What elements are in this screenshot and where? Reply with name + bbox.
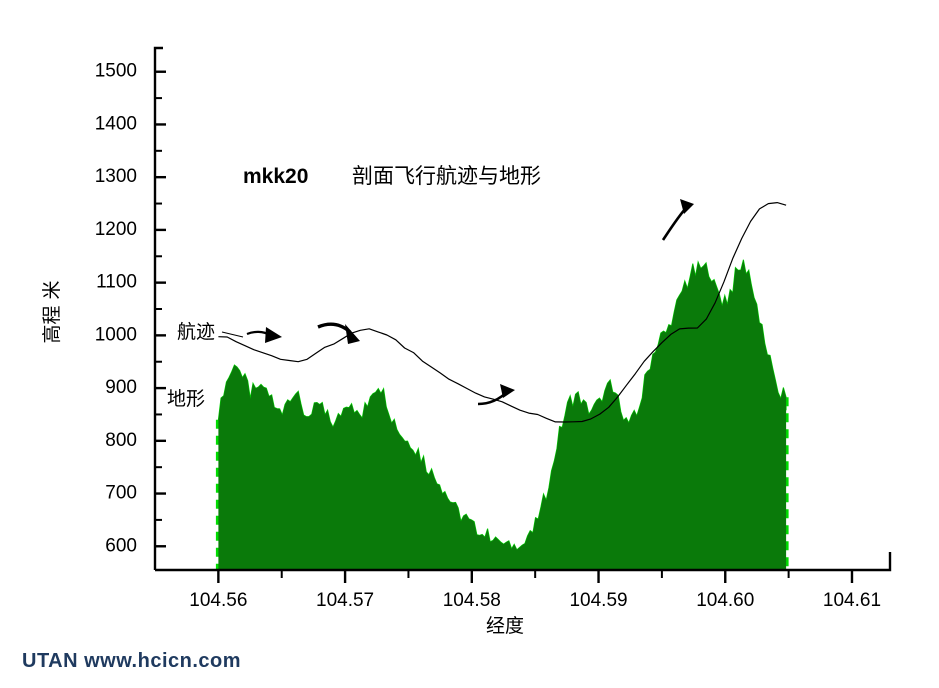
y-axis-ticks [155, 70, 166, 548]
annotation-arrow-4 [661, 199, 694, 241]
y-tick-label: 700 [105, 483, 137, 504]
x-tick-label: 104.59 [569, 590, 627, 611]
flight-track-path [218, 202, 787, 423]
y-axis-line [153, 46, 163, 570]
y-tick-label: 1100 [96, 272, 137, 293]
y-tick-label: 900 [105, 377, 137, 398]
terrain-fill-path [218, 259, 787, 570]
x-axis-title: 经度 [486, 615, 524, 637]
y-axis-title: 高程 米 [41, 280, 63, 343]
y-tick-label: 800 [105, 430, 137, 451]
chart-title-cjk: 剖面飞行航迹与地形 [352, 164, 541, 188]
annotation-arrow-1 [246, 327, 282, 343]
annotation-label-track: 航迹 [177, 321, 215, 343]
y-tick-label: 1200 [95, 219, 137, 240]
x-tick-label: 104.61 [823, 590, 881, 611]
y-tick-label: 1500 [95, 61, 137, 82]
annotation-arrow-2 [317, 322, 360, 344]
x-axis-ticks [217, 570, 854, 583]
x-axis-line [155, 552, 892, 572]
x-tick-label: 104.57 [316, 590, 374, 611]
x-tick-label: 104.56 [189, 590, 247, 611]
terrain-series [215, 259, 789, 570]
annotation-label-terrain: 地形 [167, 388, 205, 410]
y-tick-label: 600 [105, 535, 137, 556]
x-axis-tick-labels: 104.56 104.57 104.58 104.59 104.60 104.61 [189, 590, 881, 611]
x-tick-label: 104.58 [443, 590, 501, 611]
callout-leader-track [221, 331, 244, 338]
axes [153, 46, 892, 583]
annotation-arrow-3 [477, 384, 515, 406]
y-axis-tick-labels: 1500 1400 1300 1200 1100 1000 900 800 700 600 [95, 61, 137, 557]
watermark-text: UTAN www.hcicn.com [22, 650, 241, 672]
chart-title-latin: mkk20 [243, 165, 308, 188]
y-tick-label: 1000 [95, 324, 137, 345]
chart-title: mkk20 剖面飞行航迹与地形 [243, 164, 541, 188]
flight-track-series [218, 202, 787, 423]
x-tick-label: 104.60 [696, 590, 754, 611]
y-tick-label: 1300 [95, 166, 137, 187]
y-tick-label: 1400 [95, 113, 137, 134]
